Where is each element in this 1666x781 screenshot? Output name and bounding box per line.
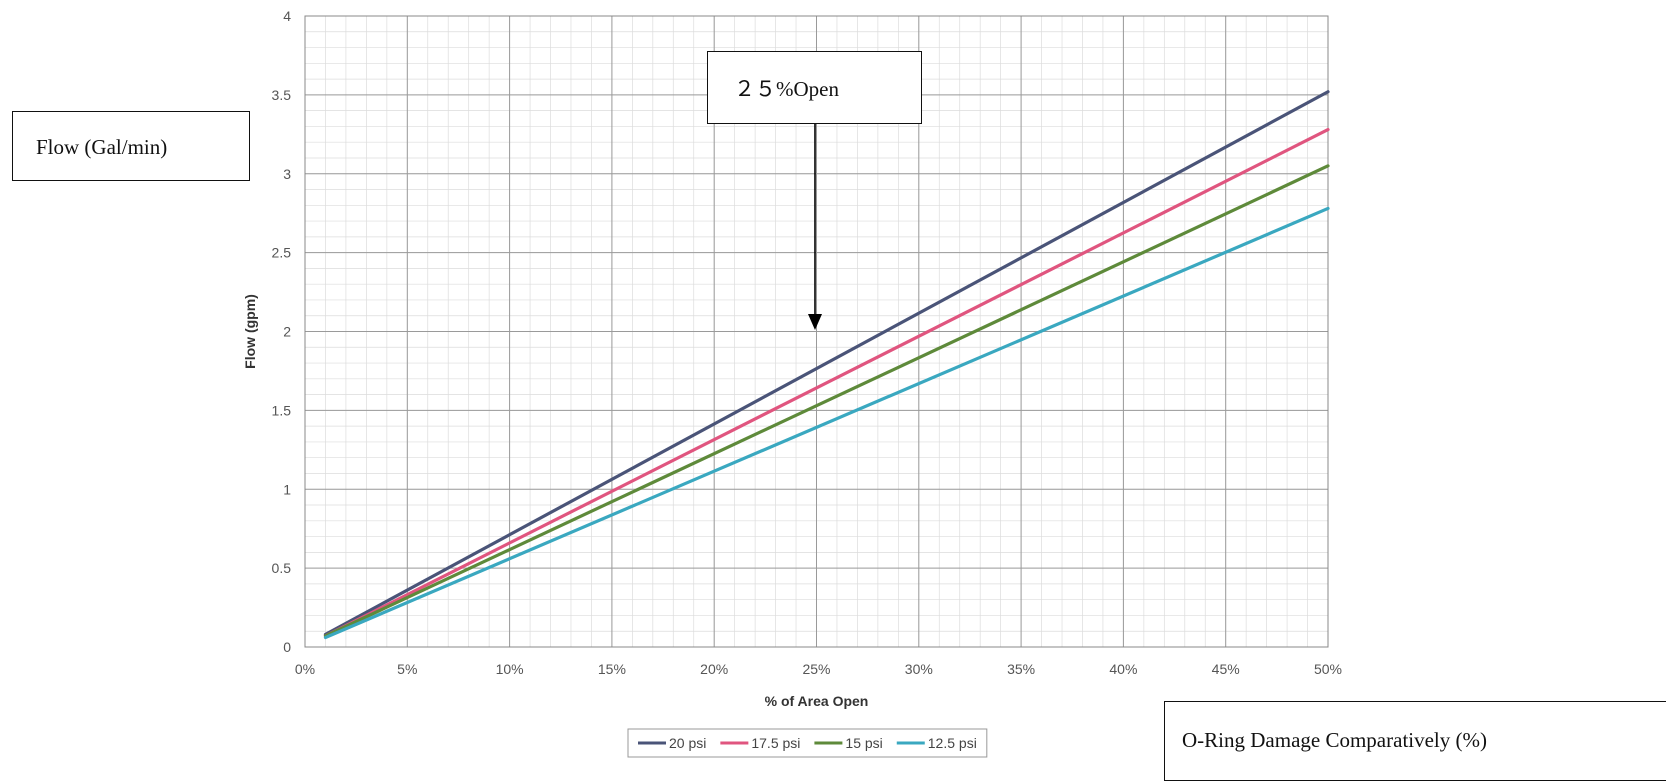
x-tick-label: 45% [1212, 661, 1240, 677]
series-line-15-psi [323, 164, 1330, 638]
y-axis-title: Flow (gpm) [242, 294, 258, 369]
x-tick-labels: 0% 5% 10% 15% 20% 25% 30% 35% 40% 45% 50% [295, 661, 1342, 677]
x-tick-label: 35% [1007, 661, 1035, 677]
open-percent-label: ２５%Open [707, 51, 922, 124]
x-tick-label: 40% [1109, 661, 1137, 677]
series-lines [323, 90, 1330, 640]
y-tick-label: 0.5 [272, 560, 292, 576]
flow-units-label: Flow (Gal/min) [12, 111, 250, 181]
y-tick-label: 2 [283, 324, 291, 340]
y-tick-label: 0 [283, 639, 291, 655]
plot-frame [304, 15, 1329, 648]
legend-box [627, 728, 988, 758]
series-line-12-5-psi [323, 206, 1330, 640]
legend-label: 17.5 psi [751, 735, 800, 751]
y-tick-labels: 0 0.5 1 1.5 2 2.5 3 3.5 4 [272, 8, 292, 655]
y-tick-label: 3 [283, 166, 291, 182]
legend-label: 15 psi [845, 735, 882, 751]
y-tick-label: 4 [283, 8, 291, 24]
y-tick-label: 2.5 [272, 245, 292, 261]
x-tick-label: 20% [700, 661, 728, 677]
series-line-17-5-psi [323, 127, 1330, 638]
legend-label: 12.5 psi [928, 735, 977, 751]
x-tick-label: 30% [905, 661, 933, 677]
oring-damage-label: O-Ring Damage Comparatively (%) [1164, 701, 1666, 781]
x-tick-label: 10% [496, 661, 524, 677]
x-tick-label: 0% [295, 661, 315, 677]
y-tick-label: 3.5 [272, 87, 292, 103]
annotation-arrow [808, 124, 822, 330]
x-tick-label: 15% [598, 661, 626, 677]
x-tick-label: 50% [1314, 661, 1342, 677]
x-axis-title: % of Area Open [765, 693, 869, 709]
y-tick-label: 1.5 [272, 402, 292, 418]
series-line-20-psi [323, 90, 1330, 636]
legend: 20 psi 17.5 psi 15 psi 12.5 psi [627, 728, 988, 758]
legend-label: 20 psi [669, 735, 706, 751]
arrow-head [808, 314, 822, 330]
x-tick-label: 25% [802, 661, 830, 677]
y-tick-label: 1 [283, 481, 291, 497]
x-tick-label: 5% [397, 661, 417, 677]
